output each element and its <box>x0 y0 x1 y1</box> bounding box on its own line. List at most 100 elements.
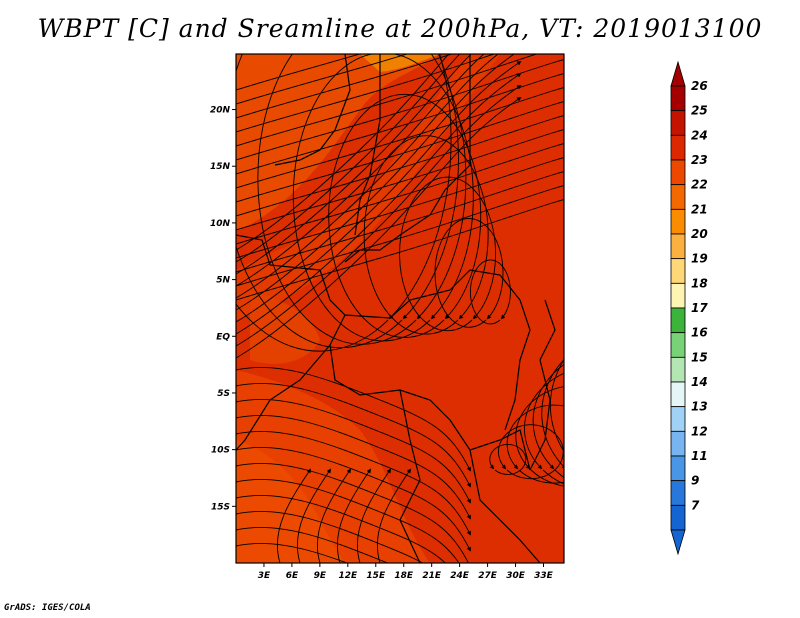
wbpt-shade-warm <box>236 54 440 230</box>
streamline <box>356 468 391 563</box>
streamline <box>236 142 564 245</box>
lat-tick-label: 15S <box>211 502 230 512</box>
streamline <box>236 156 564 259</box>
lat-tick-label: 5S <box>217 389 230 399</box>
streamline <box>236 100 564 203</box>
colorbar-segment <box>670 85 686 112</box>
streamline <box>550 359 564 453</box>
colorbar-segment <box>670 480 686 506</box>
streamline <box>541 359 564 470</box>
streamline <box>236 54 499 299</box>
lat-tick-label: 10S <box>211 446 230 456</box>
streamline <box>257 54 467 345</box>
colorbar-label: 11 <box>691 449 708 463</box>
streamline <box>236 542 348 563</box>
colorbar-label: 12 <box>691 424 708 438</box>
lon-tick-label: 6E <box>286 571 299 581</box>
colorbar-label: 18 <box>691 276 708 290</box>
streamline <box>236 54 409 105</box>
streamline <box>236 97 522 359</box>
colorbar-label: 17 <box>691 301 708 315</box>
streamline <box>236 478 460 563</box>
streamline <box>236 382 471 488</box>
streamline <box>236 414 471 520</box>
colorbar-label: 9 <box>691 474 699 488</box>
streamline <box>292 54 474 342</box>
colorbar-label: 15 <box>691 350 708 364</box>
streamline <box>506 404 564 484</box>
colorbar-segment <box>670 282 686 309</box>
streamline <box>376 468 411 563</box>
streamline <box>236 54 485 287</box>
streamline <box>236 54 538 147</box>
streamline <box>236 446 471 552</box>
lat-axis: 20N 15N 10N 5N EQ 5S 10S 15S <box>210 106 236 512</box>
colorbar-label: 20 <box>691 227 708 241</box>
colorbar-label: 14 <box>691 375 708 389</box>
map-frame <box>235 53 565 564</box>
streamline <box>296 468 331 563</box>
colorbar-segment <box>670 406 686 432</box>
streamline <box>236 54 452 352</box>
streamline <box>236 128 564 231</box>
colorbar-label: 13 <box>691 400 708 414</box>
wbpt-shade-hot <box>250 290 320 364</box>
lon-tick-label: 12E <box>338 571 358 581</box>
streamline <box>469 259 511 325</box>
colorbar: 26 25 24 23 22 21 20 19 18 17 16 15 14 13 12 11 9 7 <box>670 60 708 556</box>
lon-tick-label: 27E <box>478 571 498 581</box>
streamline <box>236 61 522 323</box>
colorbar-segment <box>670 184 686 210</box>
streamline <box>532 363 564 479</box>
streamline <box>236 54 450 251</box>
colorbar-segment <box>670 208 686 235</box>
colorbar-label: 19 <box>691 252 708 266</box>
colorbar-label: 16 <box>691 326 708 340</box>
lon-tick-label: 18E <box>394 571 414 581</box>
colorbar-top-arrow <box>670 60 686 87</box>
colorbar-segment <box>670 455 686 482</box>
streamline <box>524 372 564 485</box>
streamline <box>236 86 564 189</box>
colorbar-segment <box>670 134 686 161</box>
colorbar-segment <box>670 332 686 358</box>
streamline <box>336 468 371 563</box>
streamline <box>236 170 564 273</box>
lon-tick-label: 9E <box>314 571 327 581</box>
lon-tick-label: 24E <box>450 571 470 581</box>
streamline <box>236 73 522 335</box>
streamline <box>236 398 471 504</box>
lat-tick-label: 15N <box>210 162 231 172</box>
streamline <box>236 54 496 133</box>
colorbar-segment <box>670 233 686 260</box>
map-panel <box>236 54 564 563</box>
colorbar-segment <box>670 356 686 383</box>
streamline <box>489 444 527 475</box>
streamline <box>236 85 522 347</box>
colorbar-segment <box>670 307 686 334</box>
streamline <box>276 468 311 563</box>
streamline <box>236 462 471 563</box>
lat-tick-label: 5N <box>216 276 230 286</box>
colorbar-label: 21 <box>691 202 708 216</box>
lat-tick-label: 20N <box>210 106 231 116</box>
streamline <box>236 526 389 563</box>
colorbar-segment <box>670 430 686 457</box>
lat-tick-label: EQ <box>216 332 230 342</box>
streamline <box>328 93 482 338</box>
streamline <box>236 510 424 563</box>
colorbar-bottom-arrow <box>670 529 686 556</box>
colorbar-label: 22 <box>691 178 708 192</box>
colorbar-label: 7 <box>691 498 700 512</box>
colorbar-segment <box>670 110 686 136</box>
streamline <box>236 54 454 119</box>
lon-axis: 3E 6E 9E 12E 15E 18E 21E 24E 27E 30E 33E <box>258 563 554 581</box>
colorbar-label: 24 <box>691 128 708 142</box>
lon-tick-label: 3E <box>258 571 271 581</box>
colorbar-segment <box>670 381 686 408</box>
lon-tick-label: 30E <box>506 571 526 581</box>
streamlines <box>236 54 564 563</box>
streamline <box>236 54 472 275</box>
lon-tick-label: 21E <box>422 571 442 581</box>
